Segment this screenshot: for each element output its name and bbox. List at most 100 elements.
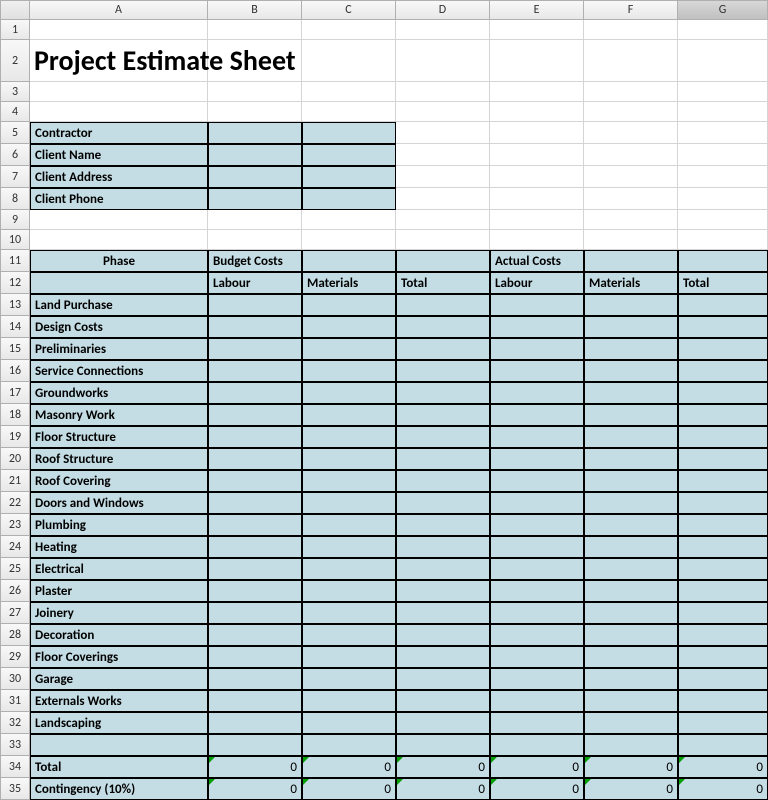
empty-cell[interactable] bbox=[302, 82, 396, 102]
phase-data-7-3[interactable] bbox=[490, 448, 584, 470]
phase-data-3-2[interactable] bbox=[396, 360, 490, 382]
phase-data-9-0[interactable] bbox=[208, 492, 302, 514]
row-header-18[interactable]: 18 bbox=[0, 404, 30, 426]
empty-cell[interactable] bbox=[302, 40, 396, 82]
row-header-5[interactable]: 5 bbox=[0, 122, 30, 144]
phase-data-12-1[interactable] bbox=[302, 558, 396, 580]
column-header-e[interactable]: E bbox=[490, 0, 584, 20]
empty-cell[interactable] bbox=[208, 82, 302, 102]
empty-cell[interactable] bbox=[584, 20, 678, 40]
phase-data-13-3[interactable] bbox=[490, 580, 584, 602]
phase-data-1-5[interactable] bbox=[678, 316, 768, 338]
total-value-2[interactable]: 0 bbox=[396, 756, 490, 778]
phase-data-16-4[interactable] bbox=[584, 646, 678, 668]
phase-data-5-0[interactable] bbox=[208, 404, 302, 426]
phase-data-10-0[interactable] bbox=[208, 514, 302, 536]
phase-data-8-1[interactable] bbox=[302, 470, 396, 492]
phase-data-11-4[interactable] bbox=[584, 536, 678, 558]
empty-cell[interactable] bbox=[584, 82, 678, 102]
empty-cell[interactable] bbox=[678, 102, 768, 122]
phase-data-17-0[interactable] bbox=[208, 668, 302, 690]
phase-data-0-4[interactable] bbox=[584, 294, 678, 316]
row-header-33[interactable]: 33 bbox=[0, 734, 30, 756]
phase-data-16-1[interactable] bbox=[302, 646, 396, 668]
empty-cell[interactable] bbox=[490, 166, 584, 188]
empty-cell[interactable] bbox=[208, 210, 302, 230]
phase-data-10-1[interactable] bbox=[302, 514, 396, 536]
phase-data-18-3[interactable] bbox=[490, 690, 584, 712]
row-header-32[interactable]: 32 bbox=[0, 712, 30, 734]
phase-data-2-2[interactable] bbox=[396, 338, 490, 360]
phase-data-11-0[interactable] bbox=[208, 536, 302, 558]
phase-data-5-5[interactable] bbox=[678, 404, 768, 426]
info-value-0[interactable] bbox=[208, 122, 302, 144]
phase-data-4-4[interactable] bbox=[584, 382, 678, 404]
row-header-26[interactable]: 26 bbox=[0, 580, 30, 602]
phase-data-1-2[interactable] bbox=[396, 316, 490, 338]
phase-data-16-5[interactable] bbox=[678, 646, 768, 668]
empty-cell[interactable] bbox=[396, 122, 490, 144]
phase-data-11-3[interactable] bbox=[490, 536, 584, 558]
empty-cell[interactable] bbox=[302, 210, 396, 230]
info-value2-2[interactable] bbox=[302, 166, 396, 188]
phase-data-4-2[interactable] bbox=[396, 382, 490, 404]
phase-data-7-1[interactable] bbox=[302, 448, 396, 470]
row-header-3[interactable]: 3 bbox=[0, 82, 30, 102]
row-header-17[interactable]: 17 bbox=[0, 382, 30, 404]
phase-data-13-5[interactable] bbox=[678, 580, 768, 602]
phase-data-3-5[interactable] bbox=[678, 360, 768, 382]
phase-data-7-2[interactable] bbox=[396, 448, 490, 470]
row-header-29[interactable]: 29 bbox=[0, 646, 30, 668]
blank-data-1[interactable] bbox=[302, 734, 396, 756]
phase-data-14-3[interactable] bbox=[490, 602, 584, 624]
phase-data-3-4[interactable] bbox=[584, 360, 678, 382]
phase-data-1-1[interactable] bbox=[302, 316, 396, 338]
phase-data-13-2[interactable] bbox=[396, 580, 490, 602]
phase-data-11-5[interactable] bbox=[678, 536, 768, 558]
empty-cell[interactable] bbox=[30, 102, 208, 122]
phase-data-6-1[interactable] bbox=[302, 426, 396, 448]
phase-data-7-5[interactable] bbox=[678, 448, 768, 470]
total-value-4[interactable]: 0 bbox=[584, 756, 678, 778]
empty-cell[interactable] bbox=[302, 20, 396, 40]
empty-cell[interactable] bbox=[584, 40, 678, 82]
phase-data-7-4[interactable] bbox=[584, 448, 678, 470]
empty-cell[interactable] bbox=[396, 40, 490, 82]
empty-cell[interactable] bbox=[396, 102, 490, 122]
phase-data-4-1[interactable] bbox=[302, 382, 396, 404]
phase-data-1-4[interactable] bbox=[584, 316, 678, 338]
phase-data-8-2[interactable] bbox=[396, 470, 490, 492]
info-value2-1[interactable] bbox=[302, 144, 396, 166]
row-header-20[interactable]: 20 bbox=[0, 448, 30, 470]
row-header-23[interactable]: 23 bbox=[0, 514, 30, 536]
phase-data-6-0[interactable] bbox=[208, 426, 302, 448]
blank-data-5[interactable] bbox=[678, 734, 768, 756]
info-value-2[interactable] bbox=[208, 166, 302, 188]
phase-data-3-3[interactable] bbox=[490, 360, 584, 382]
empty-cell[interactable] bbox=[396, 20, 490, 40]
phase-data-6-2[interactable] bbox=[396, 426, 490, 448]
empty-cell[interactable] bbox=[678, 20, 768, 40]
row-header-24[interactable]: 24 bbox=[0, 536, 30, 558]
phase-data-14-1[interactable] bbox=[302, 602, 396, 624]
blank-data-0[interactable] bbox=[208, 734, 302, 756]
phase-data-18-5[interactable] bbox=[678, 690, 768, 712]
empty-cell[interactable] bbox=[678, 188, 768, 210]
empty-cell[interactable] bbox=[678, 166, 768, 188]
empty-cell[interactable] bbox=[678, 144, 768, 166]
phase-data-0-3[interactable] bbox=[490, 294, 584, 316]
total-value-5[interactable]: 0 bbox=[678, 756, 768, 778]
empty-cell[interactable] bbox=[490, 188, 584, 210]
phase-data-0-1[interactable] bbox=[302, 294, 396, 316]
empty-cell[interactable] bbox=[302, 230, 396, 250]
phase-data-3-0[interactable] bbox=[208, 360, 302, 382]
blank-data-2[interactable] bbox=[396, 734, 490, 756]
phase-data-19-2[interactable] bbox=[396, 712, 490, 734]
empty-cell[interactable] bbox=[208, 230, 302, 250]
row-header-27[interactable]: 27 bbox=[0, 602, 30, 624]
row-header-28[interactable]: 28 bbox=[0, 624, 30, 646]
phase-data-14-4[interactable] bbox=[584, 602, 678, 624]
phase-data-5-2[interactable] bbox=[396, 404, 490, 426]
phase-data-19-3[interactable] bbox=[490, 712, 584, 734]
phase-data-9-4[interactable] bbox=[584, 492, 678, 514]
